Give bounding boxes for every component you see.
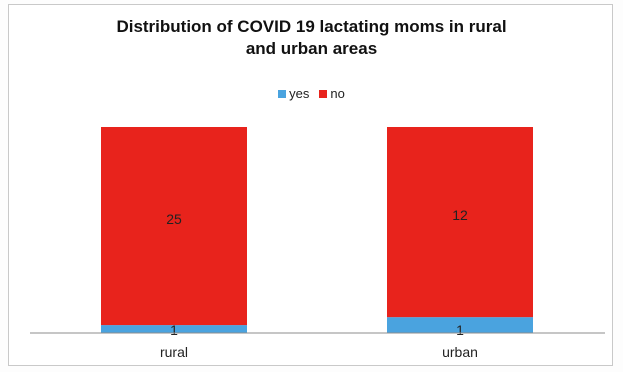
bar-urban-yes <box>387 317 533 333</box>
category-label-urban: urban <box>442 344 478 360</box>
bar-urban-no <box>387 127 533 318</box>
data-label-rural-no: 25 <box>166 211 182 227</box>
legend-swatch-yes <box>278 89 287 98</box>
chart-title-line-1: Distribution of COVID 19 lactating moms … <box>116 17 507 36</box>
data-label-urban-yes: 1 <box>456 322 464 338</box>
chart-legend: yes no <box>0 86 623 101</box>
legend-item-no: no <box>319 86 345 101</box>
data-label-urban-no: 12 <box>452 207 468 223</box>
category-label-rural: rural <box>160 344 188 360</box>
chart-title: Distribution of COVID 19 lactating moms … <box>0 16 623 60</box>
legend-swatch-no <box>319 89 328 98</box>
bar-rural-no <box>101 127 247 326</box>
legend-label-yes: yes <box>289 86 310 101</box>
data-label-rural-yes: 1 <box>170 322 178 338</box>
legend-label-no: no <box>330 86 345 101</box>
legend-item-yes: yes <box>278 86 309 101</box>
chart-title-line-2: and urban areas <box>245 39 378 58</box>
bar-rural-yes <box>101 325 247 333</box>
